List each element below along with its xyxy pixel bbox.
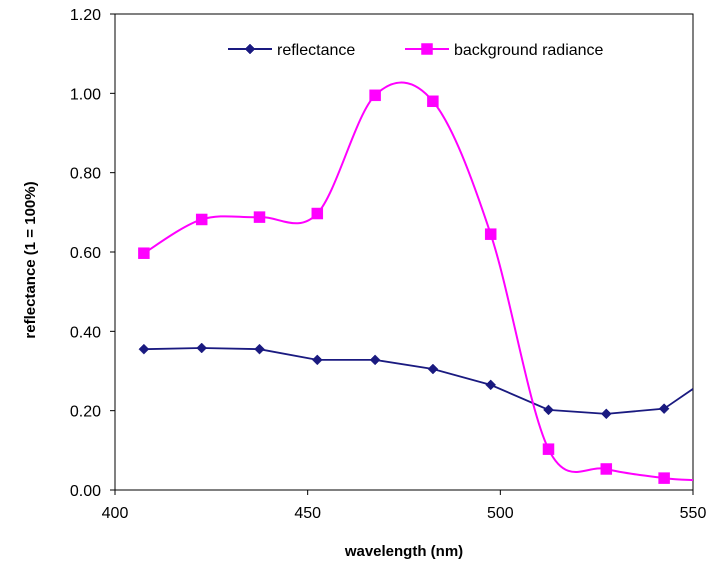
data-point xyxy=(485,379,497,391)
y-tick-label: 1.20 xyxy=(70,7,101,24)
x-axis-title: wavelength (nm) xyxy=(344,543,463,560)
y-tick-label: 0.00 xyxy=(70,483,101,500)
data-point xyxy=(369,354,381,366)
x-tick-label: 450 xyxy=(294,505,321,522)
data-point xyxy=(138,343,150,355)
data-point xyxy=(253,211,266,223)
data-point xyxy=(311,354,323,366)
data-point xyxy=(543,404,554,416)
data-point xyxy=(138,247,150,259)
legend-label: background radiance xyxy=(454,42,604,59)
y-tick-label: 0.60 xyxy=(70,245,101,262)
series-background-radiance xyxy=(138,81,693,484)
y-tick-label: 1.00 xyxy=(70,86,101,103)
data-point xyxy=(658,403,670,415)
data-point xyxy=(427,95,439,108)
axes: 0.00 0.20 0.40 0.60 0.80 1.00 1.20 400 450 500 550 xyxy=(70,7,707,522)
y-tick-label: 0.40 xyxy=(70,324,101,341)
x-tick-label: 500 xyxy=(487,505,514,522)
y-tick-label: 0.20 xyxy=(70,404,101,421)
data-point xyxy=(195,213,208,226)
y-axis-title: reflectance (1 = 100%) xyxy=(22,181,39,338)
legend-marker xyxy=(244,43,256,55)
data-point xyxy=(600,408,612,420)
data-point xyxy=(254,343,265,355)
data-point xyxy=(427,363,439,375)
legend-label: reflectance xyxy=(277,42,355,59)
legend-item: reflectance xyxy=(228,42,355,59)
data-point xyxy=(658,472,670,484)
legend-marker xyxy=(421,43,433,55)
data-point xyxy=(600,463,613,475)
series-layer xyxy=(138,81,693,484)
x-tick-label: 400 xyxy=(102,505,129,522)
legend: reflectance background radiance xyxy=(228,42,604,59)
data-point xyxy=(196,342,208,354)
data-point xyxy=(311,207,324,220)
data-point xyxy=(369,89,381,102)
legend-item: background radiance xyxy=(405,42,604,59)
data-point xyxy=(542,443,555,455)
data-point xyxy=(484,228,497,240)
series-reflectance xyxy=(138,342,693,420)
plot-frame xyxy=(114,13,694,491)
plot-area xyxy=(114,13,694,491)
y-tick-label: 0.80 xyxy=(70,166,101,183)
x-tick-label: 550 xyxy=(680,505,707,522)
